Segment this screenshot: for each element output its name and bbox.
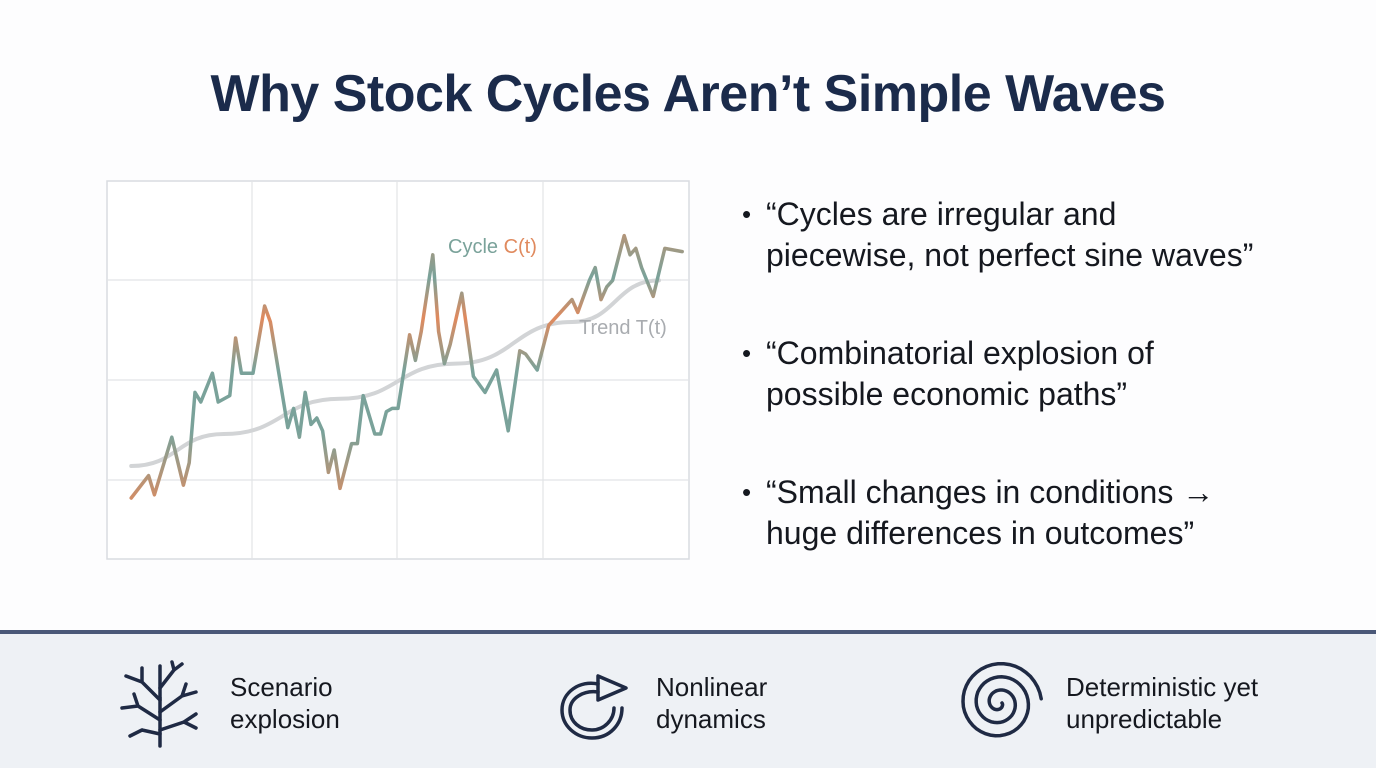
bullet-line: huge differences in outcomes” [766, 515, 1195, 551]
feature-nonlinear-dynamics: Nonlinear dynamics [552, 658, 767, 748]
chart-border [106, 180, 690, 560]
spiral-icon [961, 662, 1043, 738]
feature-label-line: Scenario [230, 672, 333, 702]
series-label-cycle: Cycle C(t) [448, 236, 537, 258]
bullet-list: • “Cycles are irregular and piecewise, n… [742, 194, 1342, 611]
bullet-item: • “Cycles are irregular and piecewise, n… [742, 194, 1342, 276]
cycle-chart: Cycle C(t) Trend T(t) [106, 180, 690, 560]
bullet-dot: • [742, 199, 752, 229]
bullet-line: “Combinatorial explosion of [766, 335, 1154, 371]
page-title: Why Stock Cycles Aren’t Simple Waves [210, 65, 1166, 123]
feature-label-line: Deterministic yet [1066, 672, 1259, 702]
feature-label-line: explosion [230, 704, 340, 734]
footer-bar: Scenario explosion Nonlinear dynamics De… [0, 630, 1376, 768]
circular-arrow-icon [560, 674, 628, 740]
trend-line [129, 278, 661, 468]
feature-label-line: dynamics [656, 704, 766, 734]
bullet-line: “Small changes in conditions → [766, 474, 1215, 510]
feature-deterministic-unpredictable: Deterministic yet unpredictable [954, 658, 1258, 748]
bullet-line: piecewise, not perfect sine waves” [766, 237, 1254, 273]
bullet-line: “Cycles are irregular and [766, 196, 1117, 232]
bullet-item: • “Combinatorial explosion of possible e… [742, 333, 1342, 415]
series-label-trend: Trend T(t) [579, 317, 667, 339]
bullet-item: • “Small changes in conditions → huge di… [742, 472, 1342, 554]
feature-scenario-explosion: Scenario explosion [112, 658, 340, 748]
bullet-dot: • [742, 477, 752, 507]
cycle-line [129, 233, 684, 500]
feature-label-line: unpredictable [1066, 704, 1223, 734]
chart-series [129, 233, 684, 500]
tree-branch-icon [120, 660, 198, 748]
bullet-line: possible economic paths” [766, 376, 1128, 412]
feature-label-line: Nonlinear [656, 672, 768, 702]
bullet-dot: • [742, 338, 752, 368]
chart-grid [106, 180, 690, 560]
